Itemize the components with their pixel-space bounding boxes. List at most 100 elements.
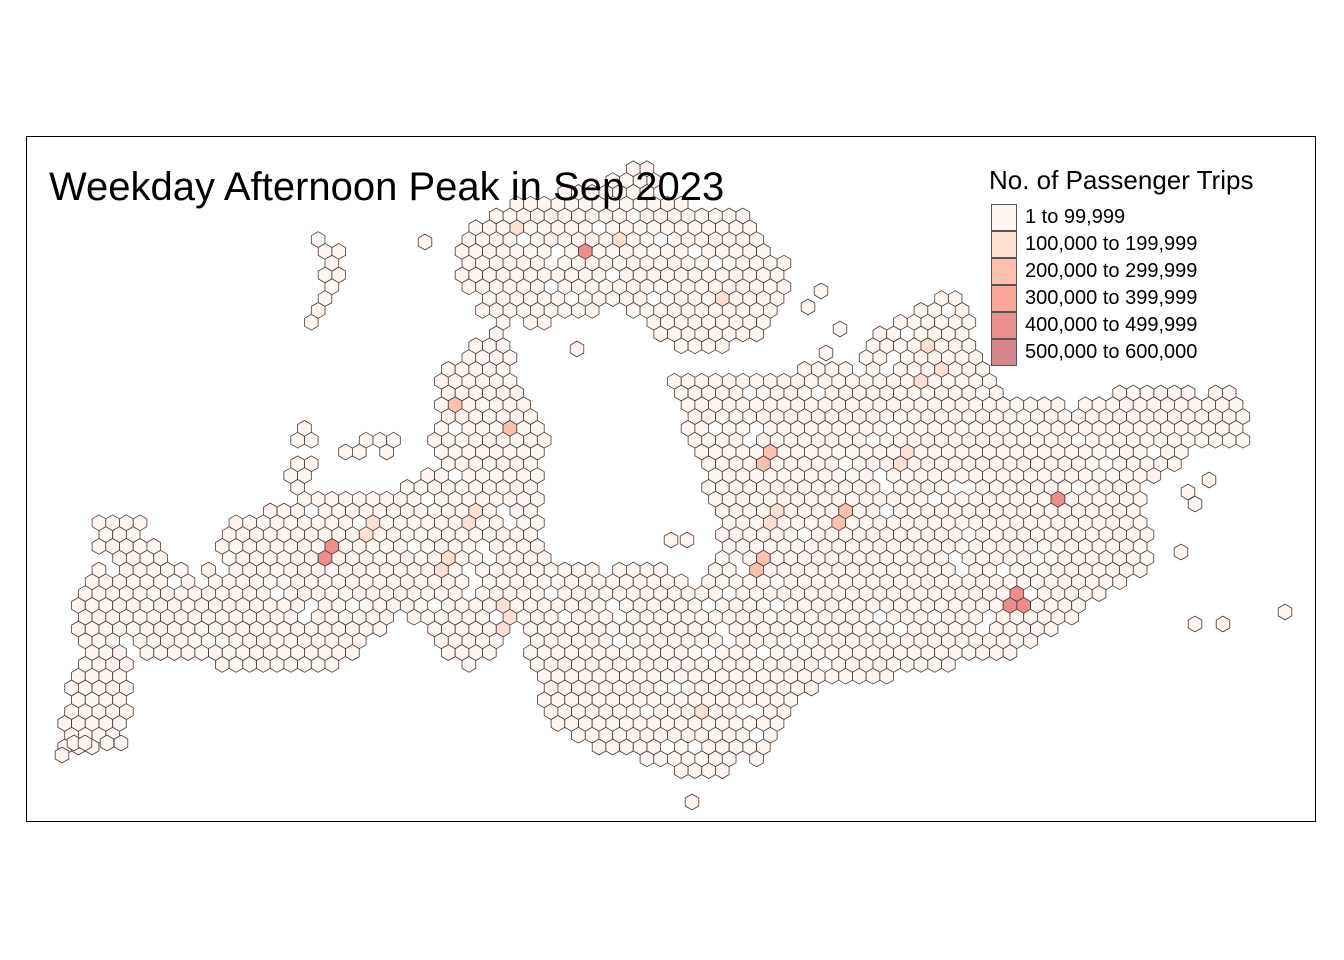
hex-cell (417, 233, 433, 251)
hex-cell (113, 734, 129, 752)
hex-cell (584, 302, 600, 319)
hex-cell (461, 278, 477, 296)
hex-cell (99, 734, 115, 752)
hex-cell (569, 340, 585, 358)
hex-cell (167, 644, 182, 661)
legend-swatch (991, 312, 1017, 339)
hex-cell (1173, 543, 1189, 561)
hex-cell (537, 313, 552, 331)
legend-item: 1 to 99,999 (989, 204, 1253, 231)
hex-cell (913, 656, 929, 673)
hex-cell (813, 282, 829, 300)
hex-cell (256, 656, 271, 673)
hex-cell (269, 656, 285, 673)
hex-cell (879, 667, 894, 685)
hex-cell (523, 313, 538, 331)
legend-swatch (991, 285, 1017, 312)
hex-cell (77, 734, 93, 752)
hex-cell (475, 302, 490, 319)
hex-cell (742, 691, 757, 709)
hex-cell (591, 738, 607, 756)
hex-cell (180, 644, 196, 661)
hex-cell (372, 620, 387, 638)
hex-cell (406, 608, 422, 626)
hex-cell (1064, 608, 1079, 626)
legend-swatch (991, 204, 1017, 231)
hexagon-grid (54, 160, 1293, 811)
hex-cell (653, 750, 668, 768)
hex-cell (91, 538, 107, 555)
hex-cell (352, 443, 367, 461)
hex-cell (1023, 632, 1038, 650)
hex-cell (297, 656, 312, 673)
legend-label: 100,000 to 199,999 (1025, 233, 1198, 255)
hex-cell (818, 344, 834, 362)
hex-cell (619, 738, 634, 756)
hex-cell (215, 656, 230, 673)
hex-cell (550, 715, 566, 732)
hex-cell (639, 750, 655, 768)
hex-cell (927, 656, 942, 673)
hex-cell (749, 750, 764, 768)
legend-label: 200,000 to 299,999 (1025, 260, 1198, 282)
hex-cell (954, 467, 970, 484)
hex-cell (865, 667, 881, 685)
hex-cell (153, 644, 168, 661)
hex-cell (605, 290, 620, 307)
hex-cell (701, 762, 716, 779)
hex-cell (139, 644, 155, 661)
hex-cell (961, 644, 977, 661)
hex-cell (1167, 455, 1182, 473)
hex-cell (1091, 585, 1107, 602)
hex-cell (1180, 483, 1196, 501)
hex-cell (663, 531, 679, 549)
hex-cell (838, 667, 853, 685)
hex-cell (1235, 431, 1251, 449)
hex-cell (824, 667, 840, 685)
hex-cell (571, 726, 586, 744)
hex-cell (1277, 603, 1293, 621)
hex-cell (1194, 431, 1209, 449)
hex-cell (832, 320, 848, 338)
hex-cell (310, 656, 326, 673)
legend-label: 500,000 to 600,000 (1025, 341, 1198, 363)
hex-cell (557, 302, 572, 319)
hex-cell (304, 313, 319, 331)
hex-cell (1208, 431, 1223, 449)
hex-cell (1043, 620, 1059, 638)
legend-item: 400,000 to 499,999 (989, 312, 1253, 339)
hex-cell (283, 656, 298, 673)
hex-cell (1201, 471, 1217, 489)
hex-cell (379, 443, 394, 461)
legend-label: 400,000 to 499,999 (1025, 314, 1198, 336)
legend: No. of Passenger Trips 1 to 99,999 100,0… (989, 165, 1253, 366)
hex-cell (941, 656, 956, 673)
hex-cell (194, 644, 209, 661)
legend-title: No. of Passenger Trips (989, 165, 1254, 195)
hex-cell (1187, 615, 1203, 633)
hex-cell (1146, 467, 1162, 484)
hex-cell (345, 644, 360, 661)
hex-cell (653, 325, 668, 343)
hex-cell (54, 746, 70, 764)
hex-cell (482, 644, 497, 661)
hex-cell (701, 337, 716, 355)
legend-item: 100,000 to 199,999 (989, 231, 1253, 258)
hex-cell (290, 431, 305, 449)
hex-cell (687, 337, 703, 355)
hex-cell (1132, 561, 1148, 579)
map-title: Weekday Afternoon Peak in Sep 2023 (49, 165, 725, 209)
hex-cell (1215, 615, 1231, 633)
map-frame: Weekday Afternoon Peak in Sep 2023 No. o… (26, 136, 1316, 822)
hex-cell (626, 302, 641, 319)
hex-cell (749, 325, 764, 343)
hex-cell (228, 656, 244, 673)
legend-swatch (991, 231, 1017, 258)
hex-cell (715, 337, 730, 355)
hex-cell (1002, 644, 1018, 661)
legend-swatch (991, 339, 1017, 366)
hex-cell (735, 325, 751, 343)
hex-cell (1112, 573, 1127, 591)
legend-label: 300,000 to 399,999 (1025, 287, 1198, 309)
hex-cell (679, 531, 695, 549)
